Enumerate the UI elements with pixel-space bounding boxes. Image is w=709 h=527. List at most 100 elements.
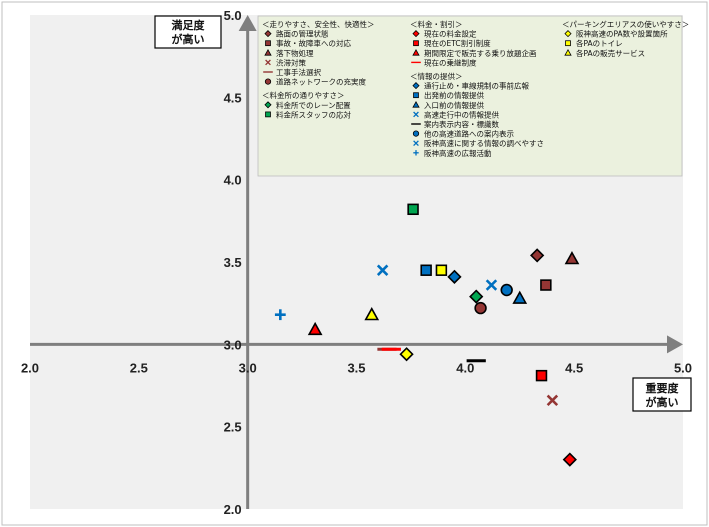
x-tick-label: 2.0 [21,360,39,375]
legend-item-料金所スタッフの応対: 料金所スタッフの応対 [265,109,351,119]
y-axis-label-box: 満足度 が高い [154,15,222,49]
x-tick-label: 3.5 [347,360,365,375]
legend-label: 各PAの販売サービス [576,48,645,58]
y-tick-label: 5.0 [224,8,242,23]
y-tick-label: 3.0 [224,337,242,352]
point-阪神高速の広報活動 [274,309,286,321]
y-tick-label: 2.0 [224,502,242,517]
legend-item-現在の乗継制度: 現在の乗継制度 [411,57,477,67]
y-axis-arrow [238,15,257,31]
legend-marker [265,59,271,66]
legend-item-落下物処理: 落下物処理 [264,48,314,58]
legend-label: 案内表示内容・標識数 [424,119,499,129]
legend-marker [564,30,572,38]
x-axis-label-line1: 重要度 [646,381,680,395]
legend-item-路面の管理状態: 路面の管理状態 [264,29,329,39]
legend-label: 路面の管理状態 [276,29,329,39]
point-落下物処理 [564,251,580,265]
point-事故・故障車への対応 [540,279,552,291]
point-高速走行中の情報提供 [376,264,389,276]
point-渋滞対策 [546,394,559,407]
point-他の高速道路への案内表示 [500,283,513,297]
legend-group-title: ＜パーキングエリアスの使いやすさ＞ [562,19,689,29]
point-道路ネットワークの充実度 [474,301,487,315]
legend-marker [413,40,419,47]
point-通行止め・車線規制の事前広報 [447,269,462,284]
legend-label: 阪神高速のPA数や設置箇所 [576,29,668,39]
legend-marker [565,40,571,47]
legend-label: 渋滞対策 [276,57,306,67]
legend-label: 料金所スタッフの応対 [276,109,351,119]
legend-label: 他の高速道路への案内表示 [424,129,514,139]
legend-item-阪神高速のPA数や設置箇所: 阪神高速のPA数や設置箇所 [564,29,668,39]
legend-group-title: ＜料金所の通りやすさ＞ [262,90,345,100]
legend-item-案内表示内容・標識数: 案内表示内容・標識数 [411,119,499,129]
legend-label: 現在の乗継制度 [424,57,477,67]
point-現在の料金設定 [562,452,577,467]
legend-label: 阪神高速の広報活動 [424,148,492,158]
point-阪神高速に関する情報の調べやすさ [485,279,498,291]
point-入口前の情報提供 [512,290,528,304]
x-tick-label: 4.5 [565,360,583,375]
legend-label: 各PAのトイレ [576,38,623,48]
legend-marker [564,48,572,56]
legend-label: 工事手法選択 [276,67,321,77]
legend-marker [413,140,419,147]
legend-marker [413,111,419,118]
x-axis-arrow [667,335,683,354]
y-tick-label: 4.5 [224,90,242,105]
legend-label: 現在の料金設定 [424,29,477,39]
point-阪神高速のPA数や設置箇所 [399,347,414,362]
y-tick-label: 4.0 [224,173,242,188]
legend-label: 料金所でのレーン配置 [276,100,351,110]
y-tick-label: 3.5 [224,255,242,270]
x-tick-label: 5.0 [674,360,692,375]
legend-item-入口前の情報提供: 入口前の情報提供 [412,100,484,110]
y-axis-label-line1: 満足度 [172,18,206,32]
legend-label: 出発前の情報提供 [424,90,484,100]
legend-label: 通行止め・車線規制の事前広報 [424,81,529,91]
x-tick-label: 3.0 [239,360,257,375]
legend-group-title: ＜走りやすさ、安全性、快適性＞ [262,19,375,29]
point-料金所スタッフの応対 [407,203,419,216]
tick-labels: 2.0 2.5 3.0 3.5 4.0 4.5 5.0 2.0 2.5 3.0 3.5 4.0 4.5 5… [21,8,692,517]
data-points [274,203,580,467]
legend-item-各PAのトイレ: 各PAのトイレ [565,38,623,48]
legend-item-料金所でのレーン配置: 料金所でのレーン配置 [264,100,351,110]
y-axis-label-line2: が高い [172,32,205,46]
point-路面の管理状態 [530,248,545,263]
legend: ＜走りやすさ、安全性、快適性＞路面の管理状態事故・故障車への対応落下物処理渋滞対… [262,19,689,158]
axes [30,15,683,509]
point-期間限定で販売する乗り放題企画 [307,321,323,336]
legend-marker [413,150,419,156]
legend-marker [413,92,419,99]
legend-item-道路ネットワークの充実度: 道路ネットワークの充実度 [264,77,366,87]
legend-label: 事故・故障車への対応 [276,38,351,48]
legend-marker [412,48,420,56]
x-axis-label-box: 重要度 が高い [632,377,692,412]
legend-label: 阪神高速に関する情報の調べやすさ [424,138,544,148]
legend-item-阪神高速の広報活動: 阪神高速の広報活動 [413,148,492,158]
legend-group-title: ＜情報の提供＞ [410,71,463,81]
legend-label: 期間限定で販売する乗り放題企画 [424,48,537,58]
legend-marker [412,30,420,38]
legend-marker [412,82,420,90]
legend-label: 落下物処理 [276,48,314,58]
legend-item-渋滞対策: 渋滞対策 [265,57,306,67]
point-現在のETC割引制度 [535,369,548,382]
legend-item-他の高速道路への案内表示: 他の高速道路への案内表示 [412,129,514,139]
point-各PAの販売サービス [364,307,380,321]
legend-marker [412,130,420,137]
point-各PAのトイレ [435,264,448,276]
legend-item-出発前の情報提供: 出発前の情報提供 [413,90,484,100]
legend-marker [265,40,271,47]
legend-marker [265,111,271,118]
legend-label: 道路ネットワークの充実度 [276,77,366,87]
legend-marker [264,48,272,56]
legend-item-各PAの販売サービス: 各PAの販売サービス [564,48,645,58]
legend-item-工事手法選択: 工事手法選択 [263,67,321,77]
legend-label: 現在のETC割引制度 [424,38,491,48]
y-tick-label: 2.5 [224,420,242,435]
legend-item-事故・故障車への対応: 事故・故障車への対応 [265,38,351,48]
